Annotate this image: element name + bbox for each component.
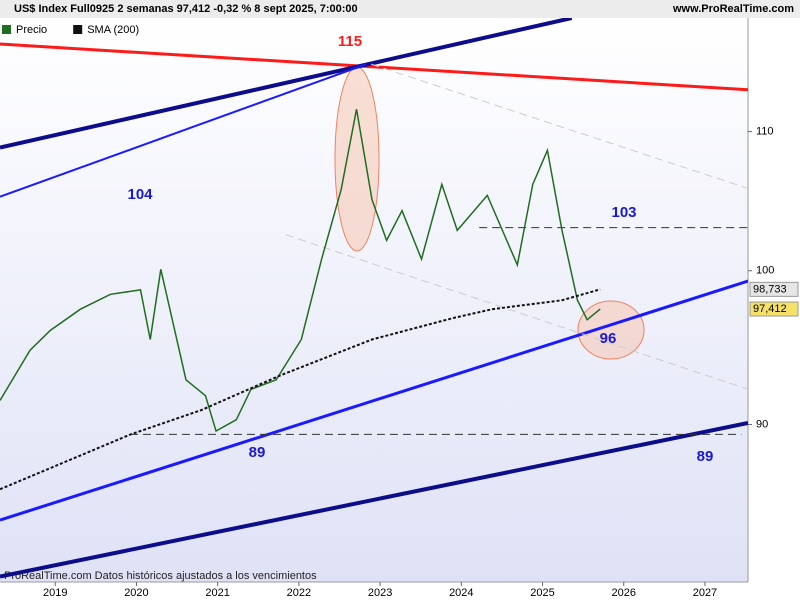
y-tick-label: 90 [756, 418, 768, 430]
legend-label: Precio [16, 24, 47, 36]
y-tick-label: 100 [756, 265, 774, 277]
legend: Precio SMA (200) [2, 24, 139, 36]
x-tick-label: 2019 [43, 587, 67, 599]
x-tick-label: 2023 [368, 587, 392, 599]
x-tick-label: 2020 [124, 587, 148, 599]
trend-line [0, 420, 748, 579]
legend-swatch [73, 25, 83, 34]
annotation: 103 [611, 204, 636, 221]
trend-line [0, 63, 367, 198]
last-value-box [749, 301, 799, 317]
header-bar [0, 0, 800, 18]
annotation: 104 [127, 186, 153, 203]
annotation: 89 [249, 444, 266, 461]
trend-line [371, 63, 748, 189]
plot-layer [0, 18, 748, 579]
x-tick-label: 2025 [530, 587, 554, 599]
highlight-ellipse [334, 66, 380, 252]
last-value-label: 98,733 [753, 283, 787, 295]
series-line [0, 109, 601, 433]
source: www.ProRealTime.com [672, 3, 794, 15]
x-tick-label: 2026 [611, 587, 635, 599]
last-value-label: 97,412 [753, 303, 787, 315]
legend-label: SMA (200) [87, 24, 139, 36]
trend-line [0, 18, 573, 150]
x-tick-label: 2022 [287, 587, 311, 599]
chart-title: US$ Index Full0925 2 semanas 97,412 -0,3… [14, 3, 358, 15]
x-tick-label: 2027 [693, 587, 717, 599]
x-tick-label: 2024 [449, 587, 473, 599]
trend-line [0, 42, 748, 92]
trend-line [0, 279, 748, 522]
legend-swatch [2, 25, 11, 34]
last-value-box [749, 281, 799, 297]
trend-line [285, 234, 748, 390]
y-tick-label: 110 [756, 125, 774, 137]
series-line [0, 288, 601, 491]
highlight-ellipse [577, 300, 645, 360]
x-tick-label: 2021 [205, 587, 229, 599]
annotation: 96 [600, 330, 617, 347]
footnote: ProRealTime.com Datos históricos ajustad… [4, 570, 317, 582]
annotation: 89 [697, 448, 714, 465]
annotation: 115 [338, 33, 362, 50]
